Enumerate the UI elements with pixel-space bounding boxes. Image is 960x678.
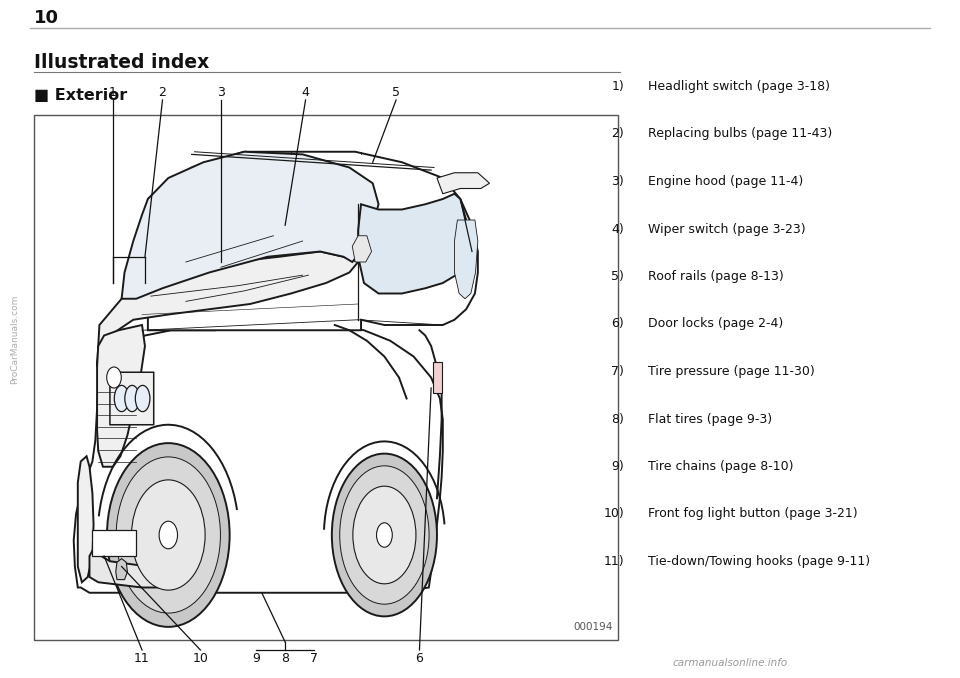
Text: Front fog light button (page 3-21): Front fog light button (page 3-21) bbox=[648, 508, 857, 521]
Polygon shape bbox=[437, 173, 490, 194]
Text: 11): 11) bbox=[604, 555, 624, 568]
Ellipse shape bbox=[340, 466, 429, 604]
Text: 1): 1) bbox=[612, 80, 624, 93]
Text: 6: 6 bbox=[416, 652, 423, 664]
Text: Illustrated index: Illustrated index bbox=[34, 52, 209, 71]
Text: 2: 2 bbox=[158, 87, 166, 100]
Text: 5): 5) bbox=[612, 270, 624, 283]
Ellipse shape bbox=[332, 454, 437, 616]
Bar bbox=[92, 530, 136, 556]
Text: Tie-down/Towing hooks (page 9-11): Tie-down/Towing hooks (page 9-11) bbox=[648, 555, 870, 568]
Polygon shape bbox=[97, 325, 145, 466]
Text: Flat tires (page 9-3): Flat tires (page 9-3) bbox=[648, 412, 772, 426]
Polygon shape bbox=[122, 152, 378, 299]
Ellipse shape bbox=[114, 385, 129, 412]
Polygon shape bbox=[148, 152, 478, 330]
Text: carmanualsonline.info: carmanualsonline.info bbox=[672, 658, 787, 668]
Text: Replacing bulbs (page 11-43): Replacing bulbs (page 11-43) bbox=[648, 127, 832, 140]
Text: 5: 5 bbox=[392, 87, 400, 100]
Text: 3: 3 bbox=[217, 87, 225, 100]
Polygon shape bbox=[89, 551, 174, 588]
Polygon shape bbox=[116, 559, 128, 580]
Ellipse shape bbox=[376, 523, 393, 547]
Ellipse shape bbox=[132, 480, 205, 590]
Text: 7): 7) bbox=[612, 365, 624, 378]
FancyBboxPatch shape bbox=[109, 372, 154, 424]
Text: 8: 8 bbox=[281, 652, 289, 664]
Polygon shape bbox=[352, 236, 372, 262]
Ellipse shape bbox=[353, 486, 416, 584]
Text: Roof rails (page 8-13): Roof rails (page 8-13) bbox=[648, 270, 783, 283]
Text: 7: 7 bbox=[310, 652, 319, 664]
Polygon shape bbox=[78, 456, 93, 582]
Text: ProCarManuals.com: ProCarManuals.com bbox=[11, 294, 19, 384]
Bar bbox=[433, 362, 442, 393]
Text: 8): 8) bbox=[612, 412, 624, 426]
Ellipse shape bbox=[107, 443, 229, 627]
Text: Tire pressure (page 11-30): Tire pressure (page 11-30) bbox=[648, 365, 815, 378]
Ellipse shape bbox=[125, 385, 139, 412]
Text: Engine hood (page 11-4): Engine hood (page 11-4) bbox=[648, 175, 804, 188]
Text: Door locks (page 2-4): Door locks (page 2-4) bbox=[648, 317, 783, 330]
Polygon shape bbox=[74, 325, 443, 593]
Text: ■ Exterior: ■ Exterior bbox=[34, 87, 128, 102]
Ellipse shape bbox=[116, 457, 221, 613]
Ellipse shape bbox=[159, 521, 178, 549]
Text: 10: 10 bbox=[193, 652, 208, 664]
Text: Headlight switch (page 3-18): Headlight switch (page 3-18) bbox=[648, 80, 830, 93]
Text: 1: 1 bbox=[108, 87, 117, 100]
Text: 4): 4) bbox=[612, 222, 624, 235]
Polygon shape bbox=[454, 220, 478, 299]
Text: 2): 2) bbox=[612, 127, 624, 140]
Text: Tire chains (page 8-10): Tire chains (page 8-10) bbox=[648, 460, 794, 473]
Ellipse shape bbox=[107, 367, 121, 388]
Polygon shape bbox=[97, 252, 358, 367]
Text: 000194: 000194 bbox=[574, 622, 613, 632]
Text: Wiper switch (page 3-23): Wiper switch (page 3-23) bbox=[648, 222, 805, 235]
Text: 6): 6) bbox=[612, 317, 624, 330]
Text: 10): 10) bbox=[603, 508, 624, 521]
Text: 9: 9 bbox=[252, 652, 260, 664]
Text: 4: 4 bbox=[301, 87, 309, 100]
Polygon shape bbox=[358, 194, 467, 294]
Text: 9): 9) bbox=[612, 460, 624, 473]
Text: 11: 11 bbox=[134, 652, 150, 664]
Bar bbox=[34, 115, 618, 640]
Ellipse shape bbox=[135, 385, 150, 412]
Text: 3): 3) bbox=[612, 175, 624, 188]
Text: 10: 10 bbox=[34, 9, 59, 27]
